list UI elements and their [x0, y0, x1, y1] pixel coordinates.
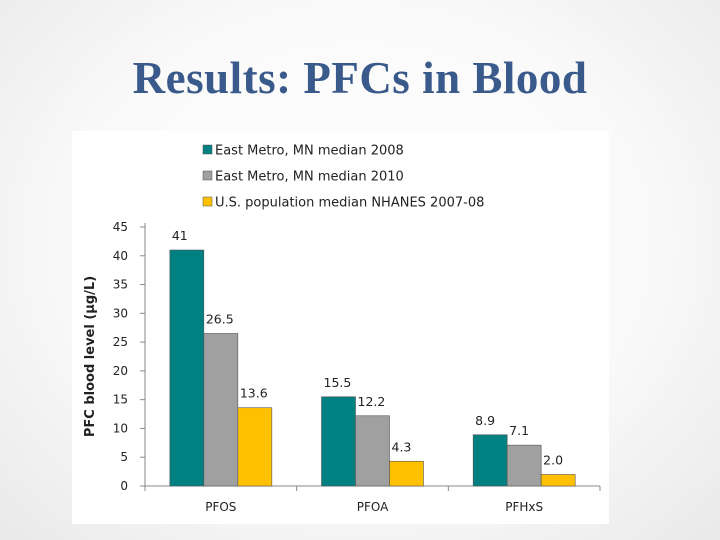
data-label: 12.2: [358, 394, 386, 409]
y-tick-label: 5: [120, 450, 128, 464]
y-tick-label: 0: [120, 479, 128, 493]
legend-swatch: [202, 144, 213, 155]
data-label: 7.1: [509, 423, 529, 438]
data-label: 4.3: [392, 439, 412, 454]
legend-swatch: [202, 196, 213, 207]
bar: [237, 407, 273, 487]
y-tick-label: 30: [113, 306, 128, 320]
legend-label: U.S. population median NHANES 2007-08: [215, 196, 484, 211]
bar: [355, 415, 390, 487]
bar: [506, 444, 542, 487]
y-tick-label: 45: [113, 220, 128, 234]
category-label: PFHxS: [505, 500, 543, 514]
bar: [540, 474, 576, 487]
bar: [321, 396, 356, 487]
y-tick-label: 20: [113, 364, 128, 378]
y-tick-label: 40: [113, 249, 128, 263]
data-label: 15.5: [324, 375, 352, 390]
data-label: 2.0: [543, 452, 563, 467]
y-tick-label: 25: [113, 335, 128, 349]
data-label: 41: [172, 228, 188, 243]
bar: [169, 249, 205, 487]
category-label: PFOA: [357, 500, 389, 514]
bar-chart: PFC blood level (µg/L) 0 5 10 15 20 25 30 35 40 45…: [83, 144, 601, 514]
y-tick-label: 15: [113, 393, 128, 407]
legend-label: East Metro, MN median 2008: [215, 144, 404, 159]
category-label: PFOS: [205, 500, 236, 514]
y-axis-label: PFC blood level (µg/L): [83, 276, 98, 437]
chart-panel: PFC blood level (µg/L) 0 5 10 15 20 25 30 35 40 45…: [72, 131, 609, 524]
legend-label: East Metro, MN median 2010: [215, 170, 404, 185]
bar: [203, 333, 239, 487]
data-label: 8.9: [475, 413, 495, 428]
y-tick-label: 35: [113, 278, 128, 292]
y-tick-label: 10: [113, 421, 128, 435]
legend-swatch: [202, 170, 213, 181]
data-label: 13.6: [240, 386, 268, 401]
bar: [389, 460, 424, 487]
slide-title: Results: PFCs in Blood: [132, 53, 588, 103]
bar: [472, 434, 508, 487]
data-label: 26.5: [206, 311, 234, 326]
